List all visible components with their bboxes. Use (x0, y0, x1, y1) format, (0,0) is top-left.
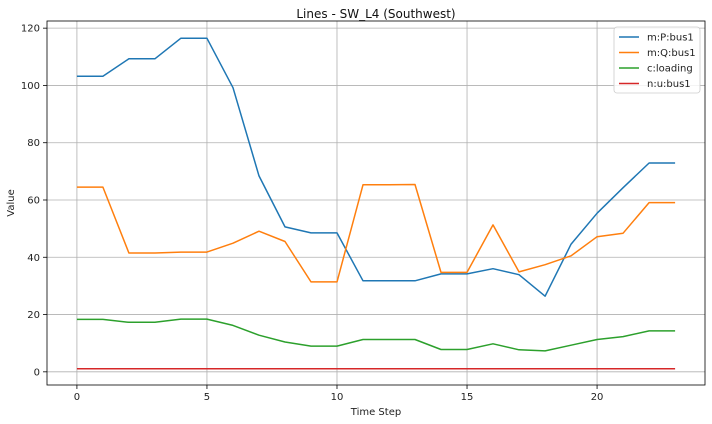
grid-lines (47, 21, 705, 385)
legend-label: c:loading (647, 64, 693, 75)
y-axis-label: Value (6, 189, 17, 216)
y-tick-label: 20 (27, 310, 40, 321)
chart-title: Lines - SW_L4 (Southwest) (296, 7, 455, 21)
x-tick-label: 0 (74, 392, 80, 403)
series-line-m-q-bus1 (76, 183, 676, 283)
y-tick-label: 0 (34, 367, 40, 378)
y-tick-label: 60 (27, 195, 40, 206)
series-line-c-loading (76, 318, 676, 352)
x-axis-label: Time Step (350, 407, 401, 418)
series-lines (76, 37, 676, 370)
y-tick-label: 100 (21, 81, 40, 92)
axis-ticks: 0 5 10 15 20 0 20 40 60 80 100 120 (21, 24, 604, 403)
legend-label: m:Q:bus1 (647, 48, 696, 59)
y-tick-label: 40 (27, 253, 40, 264)
legend-box (613, 26, 701, 94)
series-line-m-p-bus1 (76, 37, 676, 297)
legend-label: n:u:bus1 (647, 79, 691, 90)
x-tick-label: 15 (461, 392, 474, 403)
x-tick-label: 10 (331, 392, 344, 403)
y-tick-label: 80 (27, 138, 40, 149)
x-tick-label: 20 (591, 392, 604, 403)
legend-label: m:P:bus1 (647, 33, 694, 44)
plot-area-frame (46, 20, 706, 386)
x-tick-label: 5 (204, 392, 210, 403)
y-tick-label: 120 (21, 24, 40, 35)
legend: m:P:bus1 m:Q:bus1 c:loading n:u:bus1 (613, 26, 701, 94)
